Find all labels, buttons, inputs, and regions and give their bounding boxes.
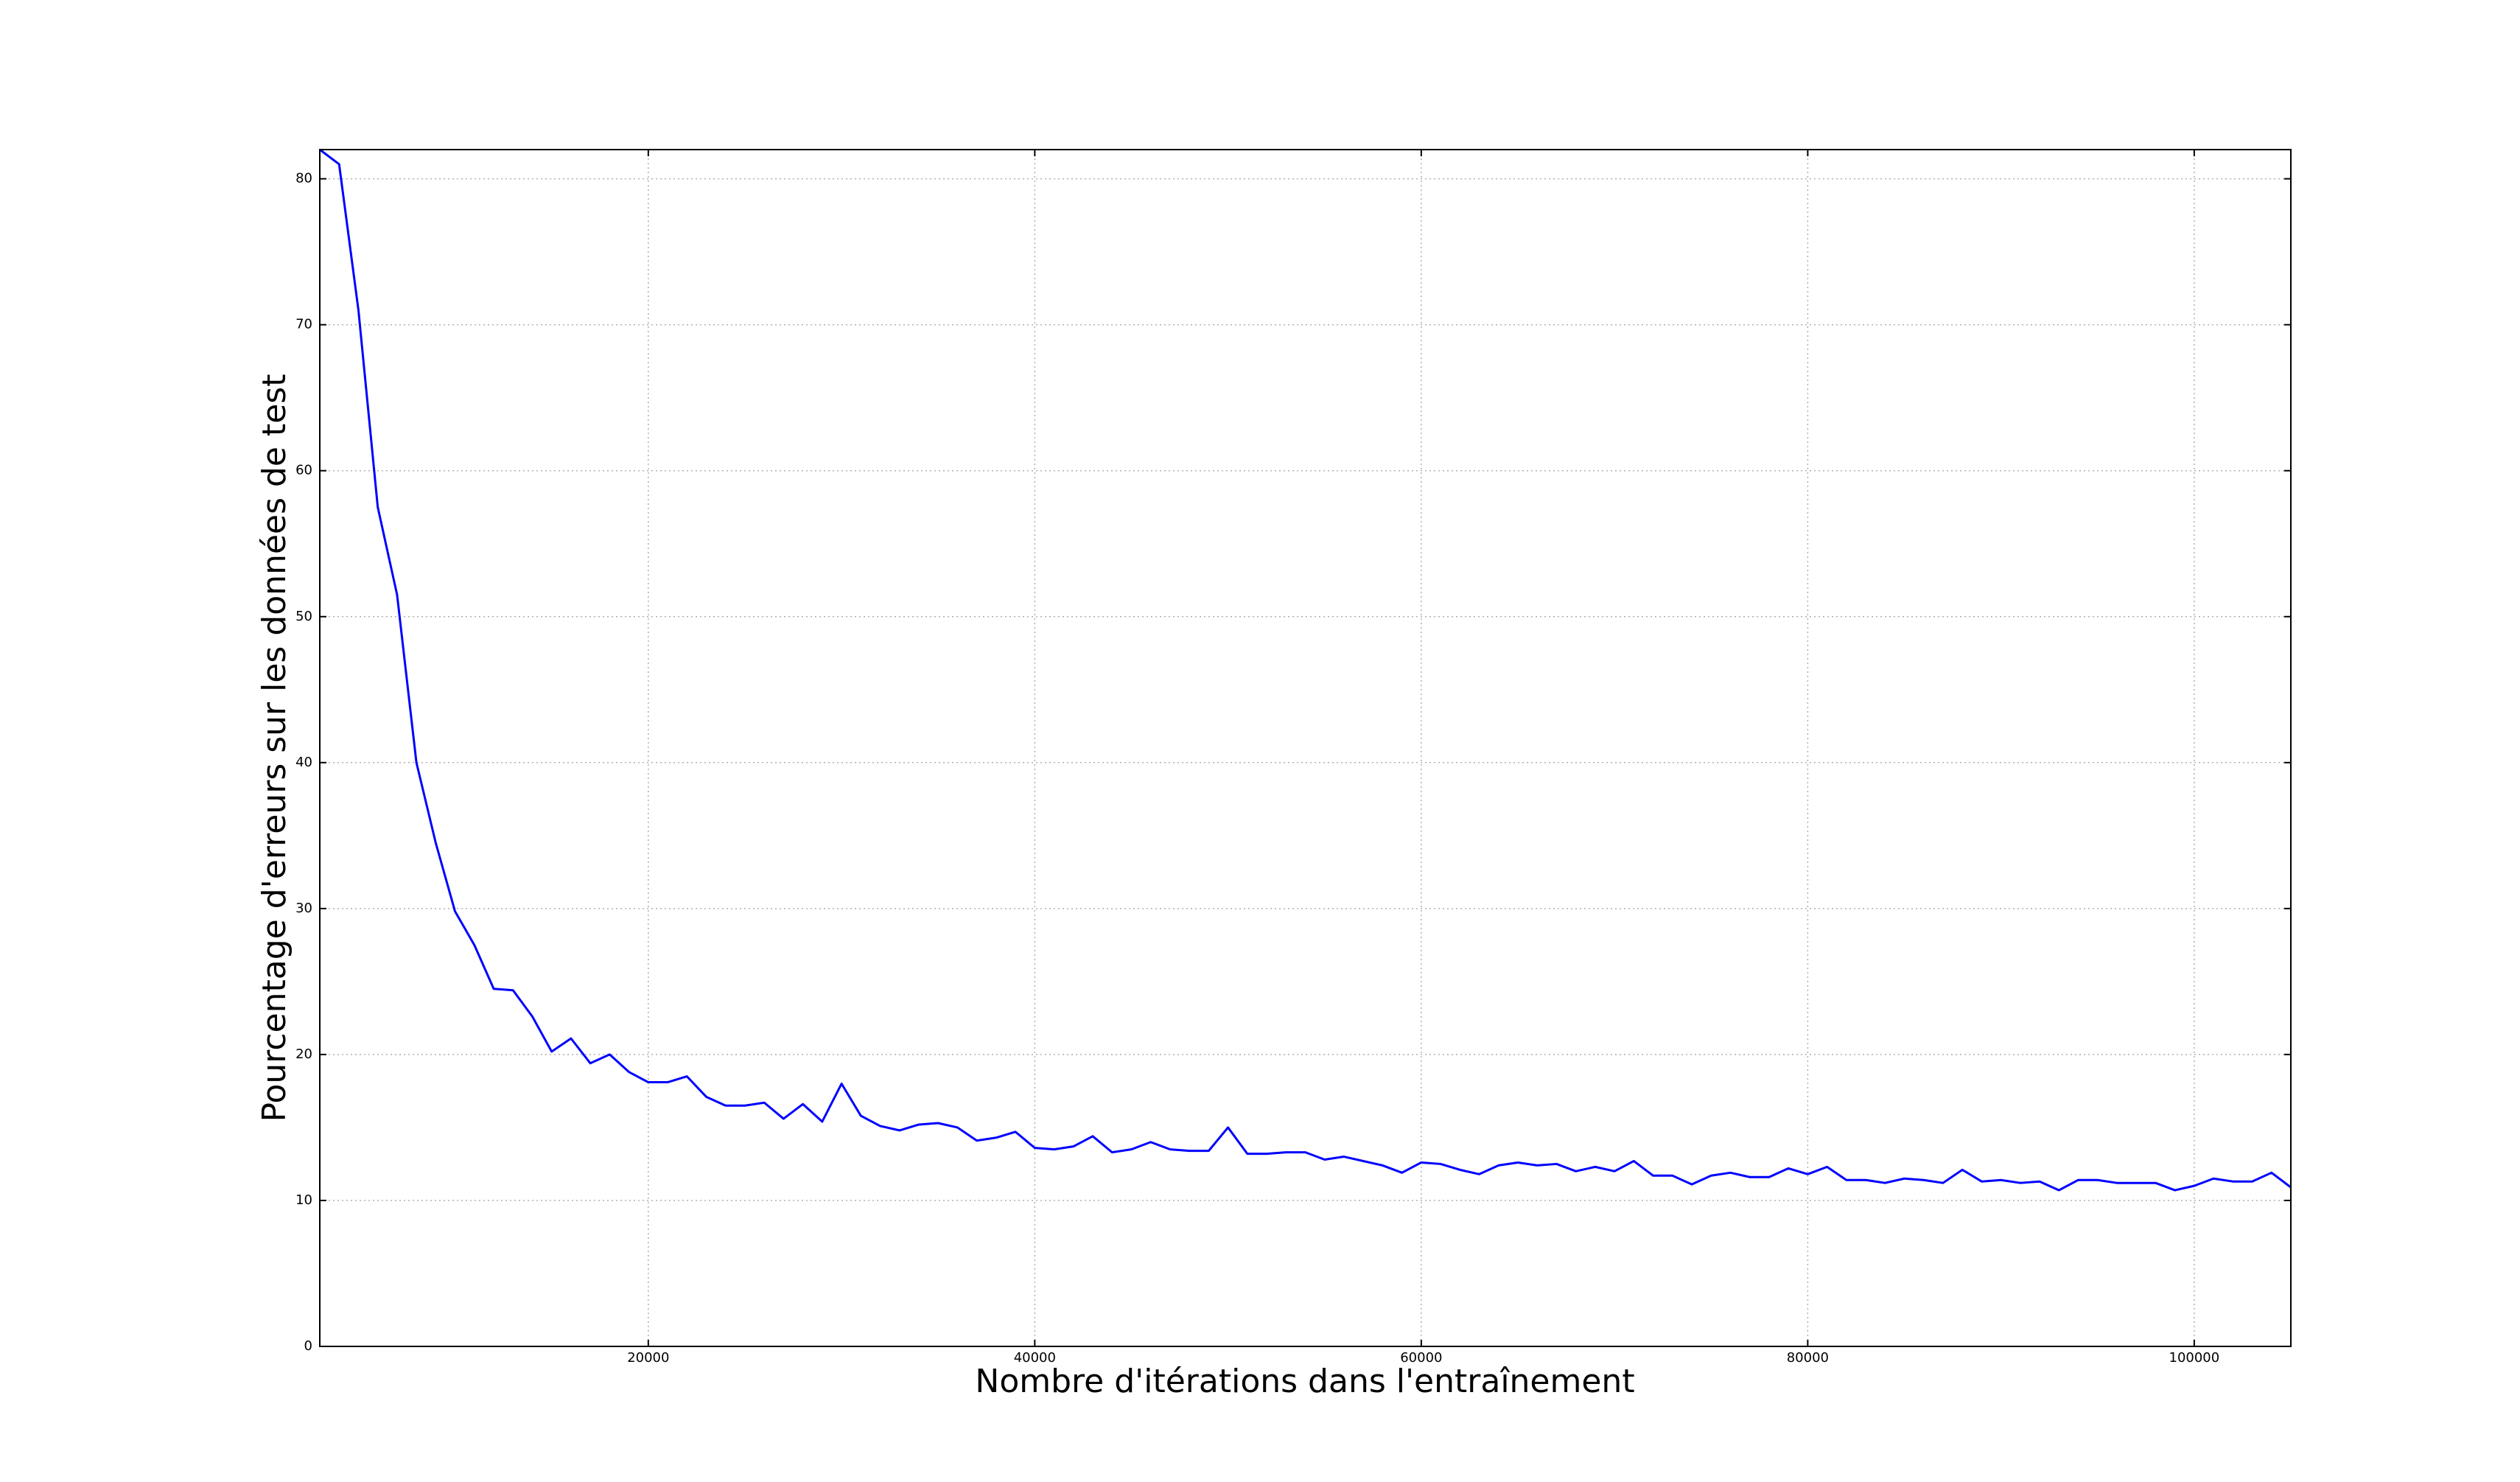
y-tick-label: 40 [295, 755, 312, 770]
x-tick-label: 80000 [1787, 1350, 1829, 1366]
x-axis-label: Nombre d'itérations dans l'entraînement [975, 1363, 1634, 1400]
x-tick-label: 60000 [1400, 1350, 1442, 1366]
x-tick-label: 40000 [1014, 1350, 1056, 1366]
y-tick-label: 20 [295, 1046, 312, 1062]
y-tick-label: 70 [295, 317, 312, 332]
plot [319, 148, 2292, 1192]
x-tick-label: 20000 [627, 1350, 669, 1366]
y-tick-label: 0 [304, 1338, 312, 1354]
data-line [319, 148, 2292, 1192]
y-tick-label: 10 [295, 1192, 312, 1208]
y-axis-label: Pourcentage d'erreurs sur les données de… [256, 374, 293, 1122]
axes-frame [319, 149, 2292, 1347]
y-tick-label: 60 [295, 463, 312, 478]
y-tick-label: 50 [295, 609, 312, 624]
y-tick-label: 30 [295, 901, 312, 916]
x-tick-label: 100000 [2169, 1350, 2220, 1366]
y-tick-label: 80 [295, 171, 312, 186]
grid [320, 150, 2291, 1347]
